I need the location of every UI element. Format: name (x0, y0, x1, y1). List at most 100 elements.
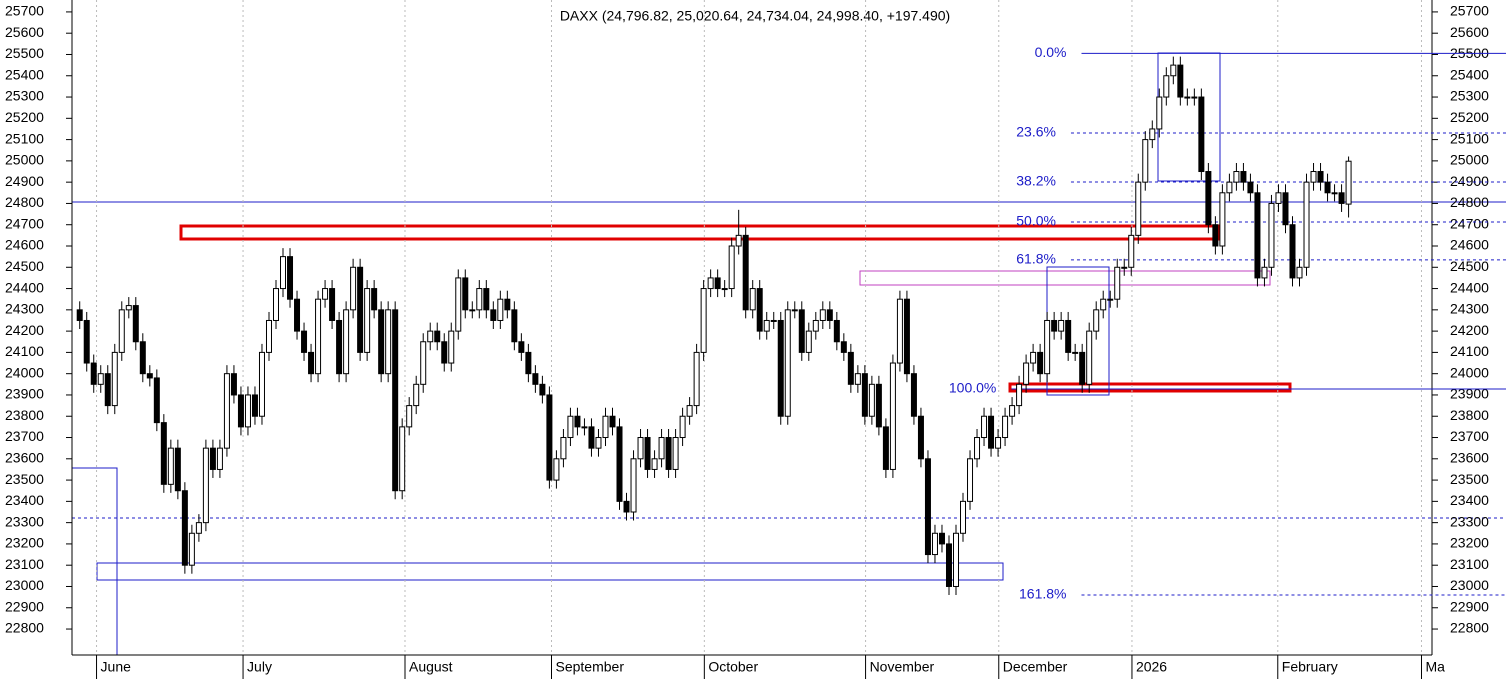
candle-body (1191, 96, 1198, 99)
candle-body (924, 458, 931, 556)
candle-body (847, 351, 854, 385)
candle-body (861, 373, 868, 417)
candle-body (441, 341, 448, 364)
candle-body (721, 288, 728, 291)
candle-body (146, 373, 153, 379)
gap-zone (859, 270, 1271, 286)
y2-tick-label: 23200 (1450, 535, 1489, 551)
y2-tick-label: 24200 (1450, 322, 1489, 338)
candle-body (854, 373, 861, 385)
candle-body (308, 351, 315, 375)
y2-tick-label: 23900 (1450, 386, 1489, 402)
candle-body (504, 298, 511, 311)
candle-body (181, 490, 188, 566)
candle-body (700, 288, 707, 353)
candle-body (960, 500, 967, 534)
candle-body (427, 330, 434, 343)
y2-tick-label: 25100 (1450, 130, 1489, 146)
candle-body (1233, 171, 1240, 183)
candle-body (132, 305, 139, 343)
candle-body (875, 383, 882, 428)
candle-body (83, 319, 90, 364)
candle-body (511, 309, 518, 343)
candle-body (90, 362, 97, 385)
candle-body (784, 309, 791, 417)
y2-tick-label: 24700 (1450, 215, 1489, 231)
candle-body (490, 309, 497, 321)
y2-tick-label: 25400 (1450, 66, 1489, 82)
candle-body (665, 437, 672, 470)
candle-body (1023, 362, 1030, 385)
candle-body (1100, 298, 1107, 311)
candle-body (686, 405, 693, 417)
candle-body (995, 437, 1002, 449)
candle-body (322, 288, 329, 300)
candle-body (616, 426, 623, 502)
candle-body (609, 415, 616, 428)
candle-body (1009, 405, 1016, 417)
y2-tick-label: 23300 (1450, 513, 1489, 529)
candle-body (988, 415, 995, 449)
candle-body (329, 288, 336, 321)
candle-body (1345, 160, 1352, 205)
candle-body (392, 309, 399, 492)
candle-body (525, 351, 532, 375)
candle-body (1198, 96, 1205, 173)
candle-body (343, 309, 350, 375)
candle-body (167, 447, 174, 485)
candle-body (532, 373, 539, 385)
x-tick-label: February (1282, 659, 1338, 675)
candle-body (749, 288, 756, 311)
candle-body (539, 383, 546, 396)
candle-body (301, 330, 308, 353)
fib-label: 161.8% (1019, 586, 1066, 602)
y2-tick-label: 23600 (1450, 450, 1489, 466)
y-tick-label: 24100 (5, 343, 44, 359)
candle-body (707, 277, 714, 290)
candle-body (413, 383, 420, 407)
candle-body (385, 309, 392, 375)
candle-body (595, 437, 602, 449)
y-tick-label: 23600 (5, 450, 44, 466)
candle-body (1016, 383, 1023, 407)
candle-body (1065, 319, 1072, 353)
candle-body (560, 437, 567, 460)
y-tick-label: 24200 (5, 322, 44, 338)
y-tick-label: 25300 (5, 88, 44, 104)
candle-body (118, 309, 125, 353)
candle-body (483, 288, 490, 311)
y-tick-label: 24000 (5, 364, 44, 380)
candle-body (1296, 266, 1303, 279)
candle-body (497, 298, 504, 321)
candle-body (953, 532, 959, 587)
candle-body (896, 298, 903, 364)
candle-body (756, 288, 763, 332)
candle-body (188, 532, 195, 566)
candle-body (258, 351, 265, 417)
candle-body (1170, 64, 1177, 77)
y-tick-label: 23800 (5, 407, 44, 423)
candle-body (364, 288, 371, 353)
candle-body (1317, 171, 1324, 183)
y-tick-label: 24600 (5, 237, 44, 253)
candle-body (546, 394, 553, 481)
candle-body (826, 309, 833, 321)
y2-tick-label: 24500 (1450, 258, 1489, 274)
candle-body (1331, 192, 1338, 195)
y2-tick-label: 25000 (1450, 152, 1489, 168)
y-tick-label: 23900 (5, 386, 44, 402)
candle-body (1275, 192, 1282, 204)
fib-label: 100.0% (949, 380, 996, 396)
candle-body (1072, 351, 1079, 354)
candle-body (371, 288, 378, 311)
y-tick-label: 23400 (5, 492, 44, 508)
y-tick-label: 24900 (5, 173, 44, 189)
x-tick-label: October (708, 659, 758, 675)
top-box (1157, 52, 1221, 182)
candle-body (602, 415, 609, 439)
candle-body (251, 394, 258, 417)
y-tick-label: 25400 (5, 66, 44, 82)
candle-body (1093, 309, 1100, 332)
candle-body (1338, 192, 1345, 204)
